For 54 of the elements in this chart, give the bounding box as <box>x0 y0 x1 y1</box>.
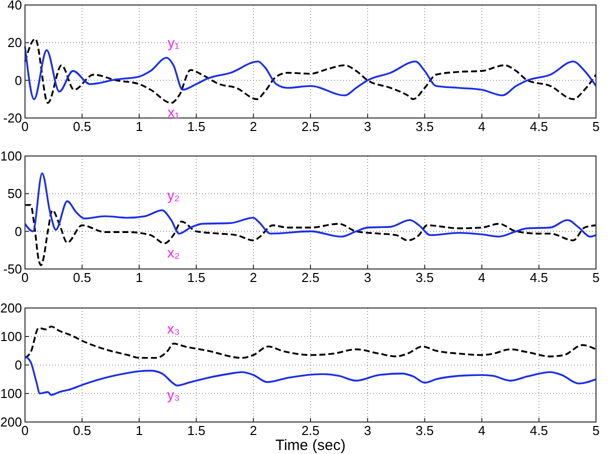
y-tick-label: 0 <box>14 358 22 372</box>
x-tick-label: 1 <box>136 423 143 438</box>
line-series <box>24 38 597 104</box>
x-tick-label: 1.5 <box>187 423 206 438</box>
y-tick-label: 40 <box>8 0 22 12</box>
x-tick-label: 5 <box>592 270 600 285</box>
x-tick-label: 3 <box>364 423 372 438</box>
y-tick-label: 50 <box>8 186 22 202</box>
series-label: y₃ <box>167 386 180 403</box>
y-tick-label: 0 <box>14 224 22 239</box>
x-tick-label: 2 <box>250 423 258 438</box>
x-tick-label: 2 <box>250 119 258 134</box>
line-series <box>24 326 597 359</box>
x-tick-label: 3.5 <box>416 270 434 285</box>
x-tick-label: 4 <box>478 270 486 285</box>
y-tick-label: -20 <box>3 110 22 126</box>
x-tick-label: 2.5 <box>301 423 320 438</box>
x-tick-label: 3.5 <box>416 119 434 134</box>
x-tick-label: 2 <box>250 270 258 285</box>
y-tick-label: 100 <box>0 386 22 401</box>
x-tick-label: 3 <box>364 119 372 134</box>
x-tick-label: 1.5 <box>187 119 206 134</box>
y-tick-label: 200 <box>0 300 22 316</box>
x-tick-label: 3.5 <box>416 423 434 438</box>
x-tick-label: 2.5 <box>301 270 320 285</box>
x-tick-label: 3 <box>364 270 372 285</box>
x-tick-label: 4.5 <box>530 423 548 438</box>
x-tick-label: 2.5 <box>301 119 320 134</box>
x-tick-label: 1 <box>136 270 143 285</box>
x-tick-label: 4.5 <box>530 119 548 134</box>
x-tick-label: 0.5 <box>73 270 92 285</box>
x-tick-label: 4 <box>478 119 486 134</box>
line-series <box>24 172 597 238</box>
series-label: y₂ <box>167 187 180 204</box>
line-series <box>24 204 597 266</box>
x-tick-label: 5 <box>592 119 600 134</box>
series-label: x₂ <box>167 244 180 260</box>
x-tick-label: 1 <box>136 119 143 134</box>
series-label: x₃ <box>167 320 180 337</box>
series-label: y₁ <box>168 34 180 51</box>
y-tick-label: 20 <box>8 35 22 50</box>
y-tick-label: 0 <box>14 72 22 88</box>
y-tick-label: 100 <box>0 148 22 164</box>
x-tick-label: 0.5 <box>73 423 92 438</box>
y-tick-label: 200 <box>0 414 22 430</box>
y-tick-label: -50 <box>3 262 22 276</box>
x-tick-label: 0.5 <box>73 119 92 134</box>
y-tick-label: 100 <box>0 329 22 344</box>
x-tick-label: 5 <box>592 423 600 438</box>
series-label: x₁ <box>168 104 180 120</box>
x-tick-label: 4.5 <box>530 270 548 285</box>
x-tick-label: 1.5 <box>187 270 206 285</box>
x-tick-label: 4 <box>478 423 486 438</box>
x-axis-title: Time (sec) <box>275 437 346 454</box>
